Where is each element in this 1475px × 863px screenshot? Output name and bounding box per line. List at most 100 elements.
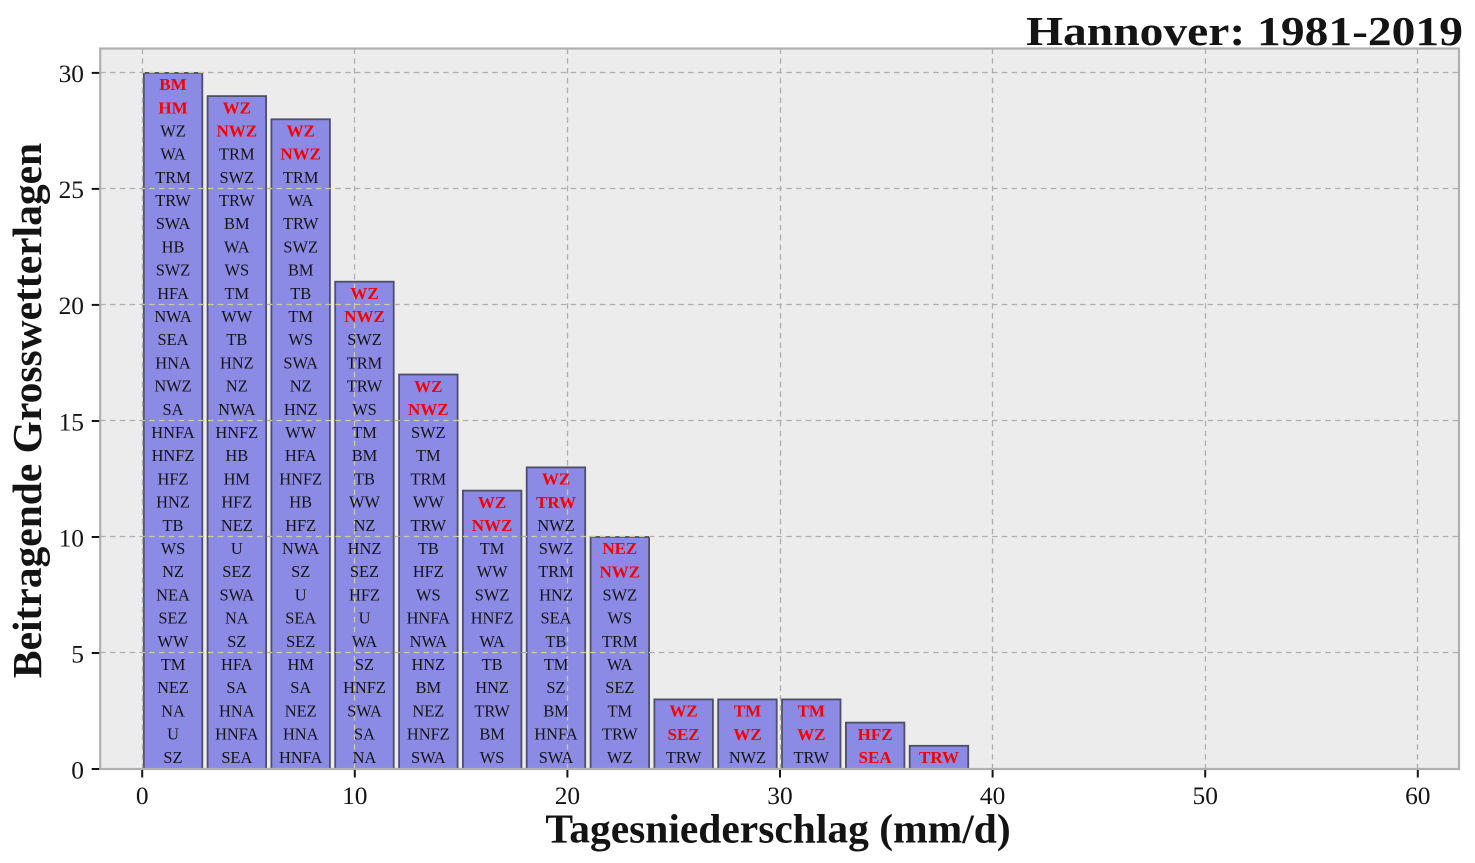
svg-text:NA: NA <box>225 609 249 628</box>
svg-text:TB: TB <box>418 539 439 558</box>
svg-text:TM: TM <box>480 539 505 558</box>
svg-text:NA: NA <box>353 748 377 767</box>
svg-text:SWZ: SWZ <box>347 330 382 349</box>
svg-text:U: U <box>295 585 307 604</box>
svg-text:TRW: TRW <box>411 516 447 535</box>
svg-text:HNZ: HNZ <box>411 655 445 674</box>
svg-text:15: 15 <box>59 408 84 436</box>
svg-text:SWZ: SWZ <box>411 423 446 442</box>
svg-text:WZ: WZ <box>607 748 632 767</box>
svg-text:BM: BM <box>416 678 442 697</box>
svg-text:TRW: TRW <box>283 214 319 233</box>
svg-text:SEZ: SEZ <box>668 725 700 744</box>
svg-text:NZ: NZ <box>226 377 248 396</box>
svg-text:TRW: TRW <box>347 377 383 396</box>
svg-text:10: 10 <box>342 782 367 810</box>
svg-text:TRW: TRW <box>536 493 576 512</box>
svg-text:TRW: TRW <box>219 191 255 210</box>
svg-text:WS: WS <box>352 400 377 419</box>
svg-text:HFZ: HFZ <box>858 725 893 744</box>
svg-text:NZ: NZ <box>354 516 376 535</box>
svg-text:SWZ: SWZ <box>283 237 318 256</box>
svg-text:TM: TM <box>161 655 186 674</box>
svg-text:25: 25 <box>59 176 84 204</box>
svg-text:SEZ: SEZ <box>605 678 634 697</box>
svg-text:WS: WS <box>608 609 633 628</box>
svg-text:TRW: TRW <box>155 191 191 210</box>
svg-text:HNZ: HNZ <box>348 539 382 558</box>
svg-text:NWA: NWA <box>282 539 319 558</box>
svg-text:HNZ: HNZ <box>156 493 190 512</box>
svg-text:HNZ: HNZ <box>284 400 318 419</box>
svg-text:HNFA: HNFA <box>215 725 259 744</box>
svg-text:WZ: WZ <box>223 98 251 117</box>
svg-text:WS: WS <box>225 261 250 280</box>
svg-text:WA: WA <box>224 237 250 256</box>
svg-text:WZ: WZ <box>542 470 570 489</box>
svg-text:HFA: HFA <box>285 446 317 465</box>
svg-text:WW: WW <box>158 632 189 651</box>
svg-text:HNZ: HNZ <box>475 678 509 697</box>
svg-text:HFZ: HFZ <box>349 585 380 604</box>
svg-text:WA: WA <box>352 632 378 651</box>
svg-text:WS: WS <box>480 748 505 767</box>
svg-text:SA: SA <box>290 678 311 697</box>
svg-text:BM: BM <box>479 725 505 744</box>
svg-text:HNFA: HNFA <box>407 609 451 628</box>
svg-text:SZ: SZ <box>355 655 374 674</box>
svg-text:TRM: TRM <box>155 168 191 187</box>
svg-text:TM: TM <box>798 702 825 721</box>
svg-text:NWZ: NWZ <box>472 516 513 535</box>
svg-text:TM: TM <box>225 284 250 303</box>
svg-text:60: 60 <box>1405 782 1430 810</box>
svg-text:TB: TB <box>546 632 567 651</box>
svg-text:HNZ: HNZ <box>220 353 254 372</box>
svg-text:HM: HM <box>224 469 251 488</box>
svg-text:HB: HB <box>162 237 185 256</box>
svg-text:HNZ: HNZ <box>539 585 573 604</box>
svg-text:SEZ: SEZ <box>222 562 251 581</box>
svg-text:0: 0 <box>136 782 149 810</box>
svg-text:WZ: WZ <box>478 493 506 512</box>
svg-text:NWZ: NWZ <box>154 377 191 396</box>
svg-text:NEZ: NEZ <box>221 516 253 535</box>
svg-text:WZ: WZ <box>733 725 761 744</box>
svg-text:HFZ: HFZ <box>221 493 252 512</box>
svg-text:HNFA: HNFA <box>279 748 323 767</box>
svg-text:HFZ: HFZ <box>285 516 316 535</box>
svg-text:50: 50 <box>1193 782 1218 810</box>
svg-text:SZ: SZ <box>227 632 246 651</box>
svg-text:SA: SA <box>226 678 247 697</box>
svg-text:WA: WA <box>607 655 633 674</box>
svg-text:TRW: TRW <box>602 725 638 744</box>
svg-text:NWA: NWA <box>154 307 191 326</box>
svg-text:SWZ: SWZ <box>156 261 191 280</box>
svg-text:Beitragende Grosswetterlagen: Beitragende Grosswetterlagen <box>4 143 50 678</box>
svg-text:TB: TB <box>163 516 184 535</box>
svg-text:TB: TB <box>290 284 311 303</box>
svg-text:10: 10 <box>59 524 84 552</box>
svg-text:WZ: WZ <box>669 702 697 721</box>
svg-text:WW: WW <box>349 493 380 512</box>
svg-text:U: U <box>167 725 179 744</box>
svg-text:20: 20 <box>555 782 580 810</box>
svg-text:TM: TM <box>608 701 633 720</box>
svg-text:WW: WW <box>285 423 316 442</box>
svg-text:HNFA: HNFA <box>151 423 195 442</box>
svg-text:NWZ: NWZ <box>408 400 449 419</box>
svg-text:SEZ: SEZ <box>350 562 379 581</box>
svg-text:WZ: WZ <box>160 121 185 140</box>
svg-text:20: 20 <box>59 292 84 320</box>
svg-text:SA: SA <box>354 725 375 744</box>
svg-text:NA: NA <box>161 701 185 720</box>
svg-text:SEA: SEA <box>221 748 252 767</box>
svg-text:TB: TB <box>482 655 503 674</box>
svg-text:HFA: HFA <box>157 284 189 303</box>
svg-text:BM: BM <box>159 75 186 94</box>
svg-text:NWZ: NWZ <box>729 748 766 767</box>
svg-text:HM: HM <box>158 98 187 117</box>
svg-text:WZ: WZ <box>414 377 442 396</box>
svg-text:TM: TM <box>734 702 761 721</box>
svg-text:SWA: SWA <box>219 585 254 604</box>
svg-text:SEA: SEA <box>541 609 572 628</box>
